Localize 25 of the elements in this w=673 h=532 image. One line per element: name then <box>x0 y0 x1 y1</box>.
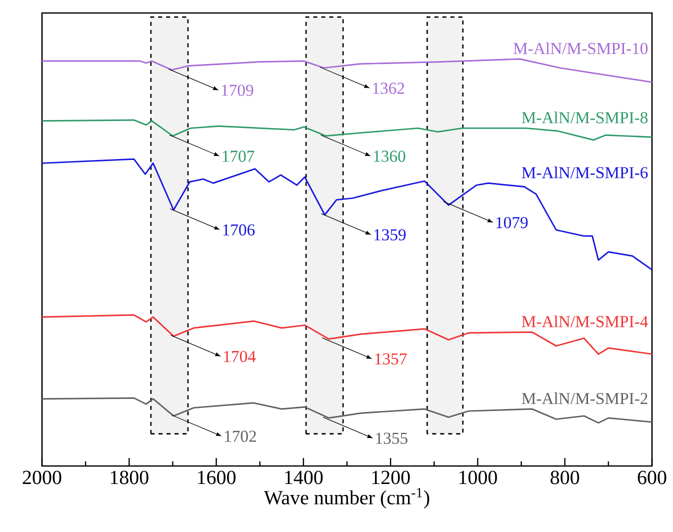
annotation: 1355 <box>376 432 408 444</box>
annotation: 1360 <box>374 150 406 162</box>
series-label: M-AlN/M-SMPI-4 <box>522 316 648 328</box>
series-label: M-AlN/M-SMPI-10 <box>514 42 648 54</box>
x-axis-title: Wave number (cm$^{-1}$) <box>264 488 430 509</box>
x-tick-label: 1400 <box>285 470 323 484</box>
annotation: 1706 <box>223 224 255 236</box>
annotation: 1359 <box>374 229 406 240</box>
annotation: 1709 <box>222 84 254 96</box>
x-tick-label: 1000 <box>459 470 497 484</box>
x-tick-label: 1600 <box>198 470 236 484</box>
annotation: 1362 <box>373 82 404 94</box>
annotation: 1707 <box>222 150 254 162</box>
x-tick-label: 1200 <box>372 470 410 484</box>
series-label: M-AlN/M-SMPI-2 <box>522 392 648 404</box>
series-label: M-AlN/M-SMPI-6 <box>522 166 648 178</box>
x-tick-label: 800 <box>550 470 580 484</box>
series-label: M-AlN/M-SMPI-8 <box>522 112 648 124</box>
x-tick-label: 2000 <box>22 470 62 484</box>
annotation: 1702 <box>225 430 256 442</box>
annotation: 1704 <box>224 350 256 362</box>
x-tick-label: 600 <box>638 470 666 484</box>
annotation: 1079 <box>496 216 528 228</box>
x-tick-label: 1800 <box>110 470 148 484</box>
annotation: 1357 <box>375 353 407 365</box>
